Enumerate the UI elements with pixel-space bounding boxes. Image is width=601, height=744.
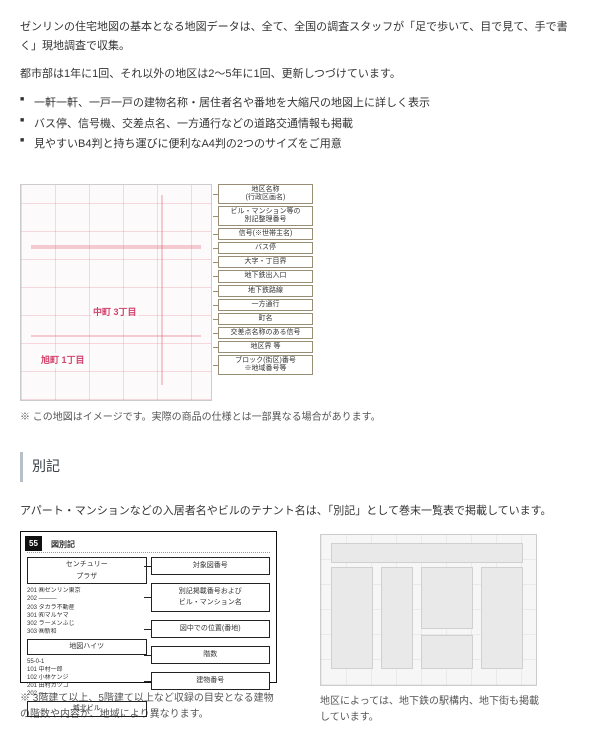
legend-item: 信号(※世帯主名) — [218, 228, 313, 240]
section-lead: アパート・マンションなどの入居者名やビルのテナント名は、「別記」として巻末一覧表… — [20, 502, 581, 521]
map-area-label: 旭町 1丁目 — [39, 353, 87, 368]
legend-item: 大字・丁目界 — [218, 256, 313, 268]
map-with-legend: 中町 3丁目 旭町 1丁目 地区名称(行政区画名) ビル・マンション等の別記整理… — [20, 184, 581, 401]
bekki-tag: 別記掲載番号およびビル・マンション名 — [151, 583, 271, 613]
bekki-rows: 201 ㈱ゼンリン東京202 ———203 タカラ不動産 301 ㈲マルヤマ30… — [27, 587, 147, 636]
legend-item: 一方通行 — [218, 299, 313, 311]
legend-item: 地区名称(行政区画名) — [218, 184, 313, 204]
legend-item: ビル・マンション等の別記整理番号 — [218, 206, 313, 226]
bekki-title: 図別記 — [51, 538, 75, 552]
legend-item: 地下鉄路線 — [218, 285, 313, 297]
legend-item: バス停 — [218, 242, 313, 254]
bekki-tag: 建物番号 — [151, 672, 271, 690]
legend-item: 町名 — [218, 313, 313, 325]
bekki-column: 55 図別記 センチュリープラザ 201 ㈱ゼンリン東京202 ———203 タ… — [20, 531, 280, 723]
bekki-building: 城北ビル — [27, 701, 147, 717]
feature-bullet: バス停、信号機、交差点名、一方通行などの道路交通情報も掲載 — [20, 115, 581, 134]
legend-item: 地区界 等 — [218, 341, 313, 353]
bekki-tag: 図中での位置(番地) — [151, 620, 271, 638]
map-disclaimer: ※ この地図はイメージです。実際の商品の仕様とは一部異なる場合があります。 — [20, 409, 581, 426]
legend-item: 地下鉄出入口 — [218, 270, 313, 282]
legend-item: ブロック(街区)番号※地域番号等 — [218, 355, 313, 375]
map-legend: 地区名称(行政区画名) ビル・マンション等の別記整理番号 信号(※世帯主名) バ… — [218, 184, 313, 377]
section-heading-bekki: 別記 — [20, 452, 581, 482]
underground-column: 地区によっては、地下鉄の駅構内、地下街も掲載しています。 — [320, 531, 540, 726]
map-area-label: 中町 3丁目 — [91, 305, 139, 320]
bekki-building: 地図ハイツ — [27, 639, 147, 655]
underground-caption: 地区によっては、地下鉄の駅構内、地下街も掲載しています。 — [320, 694, 540, 726]
feature-bullet: 一軒一軒、一戸一戸の建物名称・居住者名や番地を大縮尺の地図上に詳しく表示 — [20, 94, 581, 113]
intro-line-2: 都市部は1年に1回、それ以外の地区は2～5年に1回、更新しつづけています。 — [20, 65, 581, 84]
bekki-number: 55 — [25, 536, 42, 552]
lower-columns: 55 図別記 センチュリープラザ 201 ㈱ゼンリン東京202 ———203 タ… — [20, 531, 581, 726]
underground-map-image — [320, 534, 537, 686]
bekki-sample-image: 55 図別記 センチュリープラザ 201 ㈱ゼンリン東京202 ———203 タ… — [20, 531, 277, 683]
bekki-tag: 階数 — [151, 646, 271, 664]
sample-map-image: 中町 3丁目 旭町 1丁目 — [20, 184, 212, 401]
feature-bullet: 見やすいB4判と持ち運びに便利なA4判の2つのサイズをご用意 — [20, 135, 581, 154]
legend-item: 交差点名称のある信号 — [218, 327, 313, 339]
bekki-building: センチュリープラザ — [27, 557, 147, 585]
intro-line-1: ゼンリンの住宅地図の基本となる地図データは、全て、全国の調査スタッフが「足で歩い… — [20, 18, 581, 55]
bekki-tag: 対象図番号 — [151, 557, 271, 575]
feature-bullet-list: 一軒一軒、一戸一戸の建物名称・居住者名や番地を大縮尺の地図上に詳しく表示 バス停… — [20, 94, 581, 154]
